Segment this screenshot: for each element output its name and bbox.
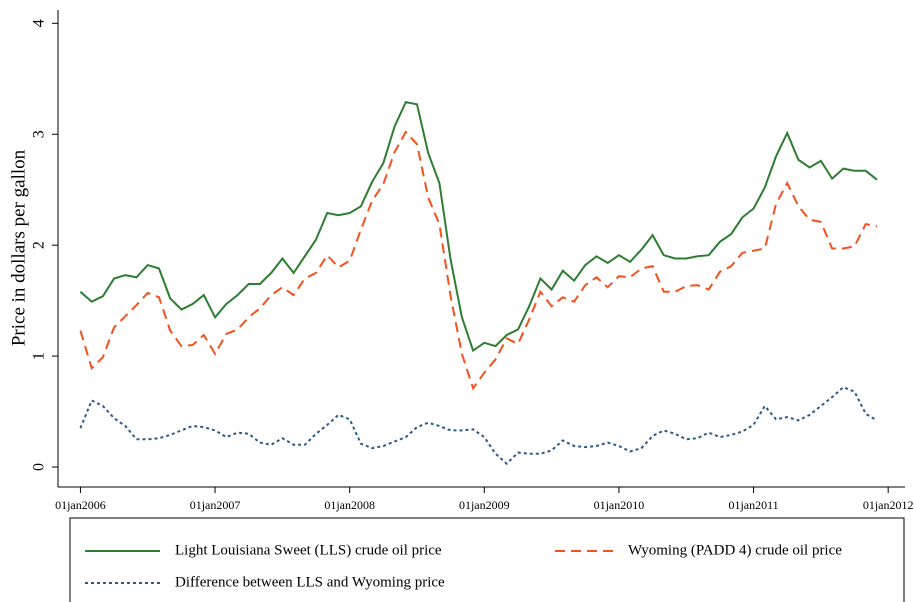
x-tick-label: 01jan2009: [459, 498, 510, 512]
x-tick-label: 01jan2006: [55, 498, 106, 512]
legend-label: Wyoming (PADD 4) crude oil price: [628, 542, 842, 558]
x-tick-label: 01jan2010: [594, 498, 645, 512]
legend-label: Difference between LLS and Wyoming price: [175, 574, 445, 590]
y-axis-label: Price in dollars per gallon: [8, 149, 29, 346]
y-tick-label: 3: [31, 130, 48, 138]
series-line: [79, 100, 878, 353]
x-tick-label: 01jan2012: [863, 498, 914, 512]
y-tick-label: 4: [31, 19, 48, 27]
y-tick-label: 2: [31, 241, 48, 249]
series-line: [79, 386, 878, 466]
y-tick-label: 1: [31, 352, 48, 360]
x-tick-label: 01jan2007: [190, 498, 241, 512]
series-line: [79, 130, 878, 391]
y-tick-label: 0: [31, 463, 48, 471]
legend-box: [69, 517, 905, 602]
legend-label: Light Louisiana Sweet (LLS) crude oil pr…: [175, 542, 442, 558]
x-tick-label: 01jan2011: [728, 498, 778, 512]
x-tick-label: 01jan2008: [324, 498, 375, 512]
